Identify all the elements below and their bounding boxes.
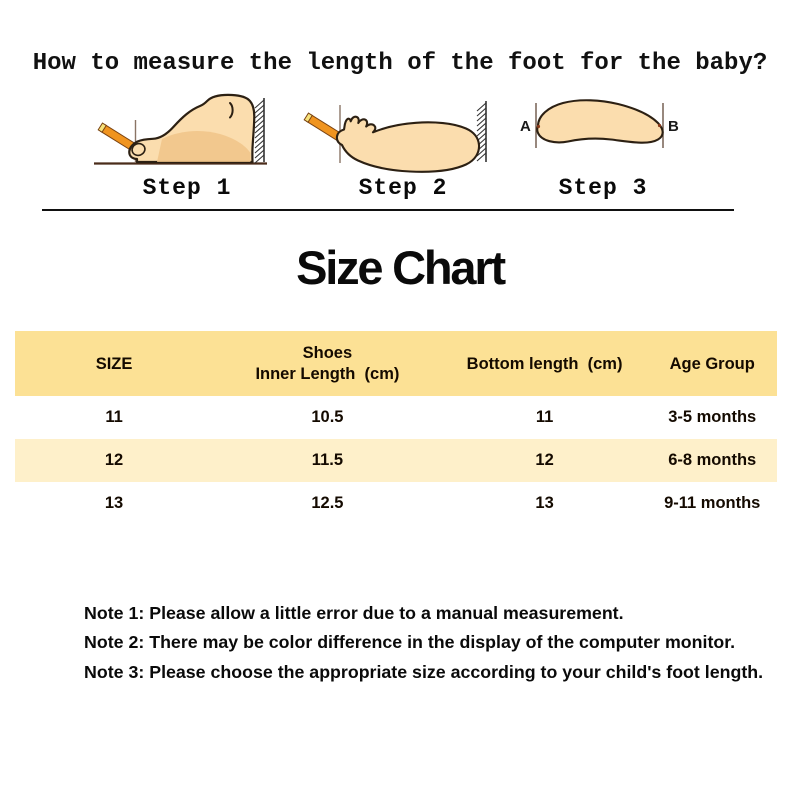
svg-text:A: A: [520, 118, 531, 135]
svg-text:B: B: [668, 118, 679, 135]
